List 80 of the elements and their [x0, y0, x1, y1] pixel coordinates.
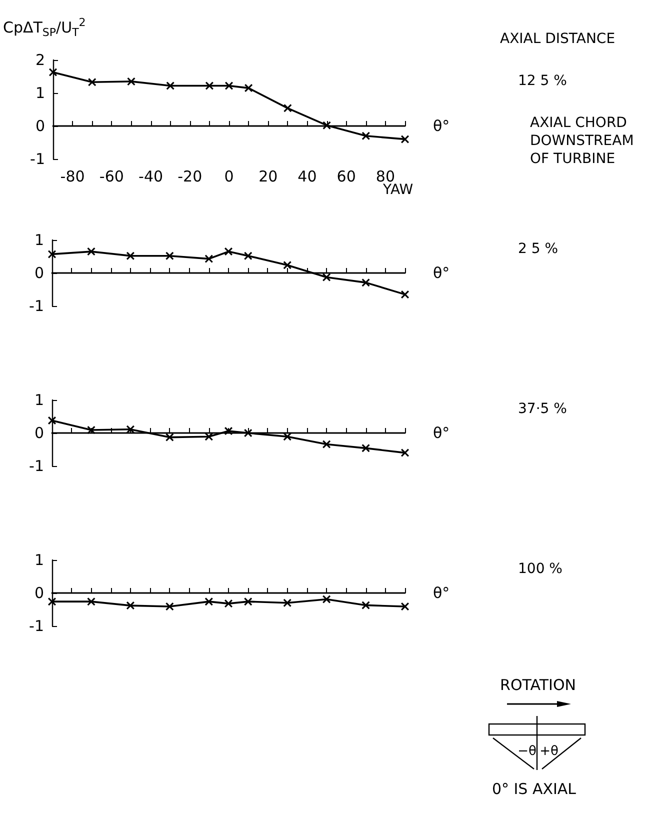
x-tick-label: -40	[138, 168, 164, 186]
y-tick-label: 0	[34, 264, 44, 282]
y-tick-label: 1	[34, 551, 44, 569]
x-axis-title: θ°	[433, 264, 450, 282]
text: 100 %	[518, 561, 562, 577]
text: AXIAL DISTANCE	[500, 31, 616, 47]
y-tick-label: -1	[29, 297, 44, 315]
x-axis-title: θ°	[433, 584, 450, 602]
y-tick-label: -1	[29, 457, 44, 475]
text: ROTATION	[500, 676, 576, 694]
text: −θ	[518, 744, 536, 759]
point	[87, 598, 96, 606]
point	[87, 426, 96, 434]
text: +θ	[540, 744, 558, 759]
point	[48, 598, 56, 606]
point	[166, 433, 174, 442]
point	[322, 595, 331, 604]
text: 0° IS AXIAL	[492, 780, 577, 798]
x-axis-title: θ°	[433, 117, 450, 135]
point	[88, 78, 96, 86]
point	[283, 432, 292, 441]
x-tick-label: 0	[224, 168, 234, 186]
point	[401, 290, 409, 298]
text: 37·5 %	[518, 401, 567, 417]
point	[224, 248, 232, 256]
y-tick-label: 1	[34, 231, 44, 249]
point	[401, 602, 409, 611]
y-tick-label: 1	[34, 391, 44, 409]
point	[322, 440, 331, 448]
point	[401, 135, 409, 144]
text: 2 5 %	[518, 241, 558, 257]
point	[283, 598, 292, 607]
point	[166, 252, 174, 260]
point	[87, 248, 96, 256]
y-tick-label: 0	[35, 117, 45, 135]
y-tick-label: 0	[34, 424, 44, 442]
point	[225, 82, 233, 90]
point	[166, 82, 174, 90]
point	[401, 448, 409, 457]
point	[362, 278, 370, 287]
point	[283, 261, 292, 270]
point	[204, 254, 213, 263]
point	[244, 598, 252, 606]
point	[127, 77, 136, 86]
x-tick-label: 20	[258, 168, 278, 186]
x-tick-label: 60	[336, 168, 356, 186]
point	[205, 82, 214, 90]
y-tick-label: -1	[29, 617, 44, 635]
x-tick-label: -20	[178, 168, 202, 186]
point	[126, 252, 134, 260]
point	[322, 273, 331, 282]
point	[244, 84, 253, 92]
point	[126, 425, 134, 434]
point	[244, 429, 252, 437]
y-tick-label: 2	[35, 51, 45, 69]
point	[244, 252, 252, 260]
point	[224, 600, 232, 608]
y-tick-label: -1	[30, 150, 45, 168]
x-tick-label: -80	[60, 168, 85, 186]
point	[126, 602, 134, 610]
point	[48, 416, 56, 424]
y-tick-label: 0	[34, 584, 44, 602]
x-tick-label: 40	[298, 168, 317, 186]
point	[49, 68, 57, 76]
point	[362, 601, 370, 610]
text: AXIAL CHORD DOWNSTREAM OF TURBINE	[530, 115, 638, 167]
point	[204, 432, 213, 441]
text: 12 5 %	[518, 73, 567, 89]
x-axis-title: θ°	[433, 424, 450, 442]
point	[284, 104, 292, 112]
point	[224, 427, 232, 436]
point	[322, 121, 331, 130]
y-tick-label: 1	[35, 84, 45, 102]
point	[362, 132, 370, 140]
point	[48, 250, 56, 258]
point	[166, 602, 174, 611]
x-tick-label: -60	[99, 168, 124, 186]
point	[204, 598, 213, 606]
point	[362, 444, 370, 452]
text: YAW	[382, 182, 414, 198]
